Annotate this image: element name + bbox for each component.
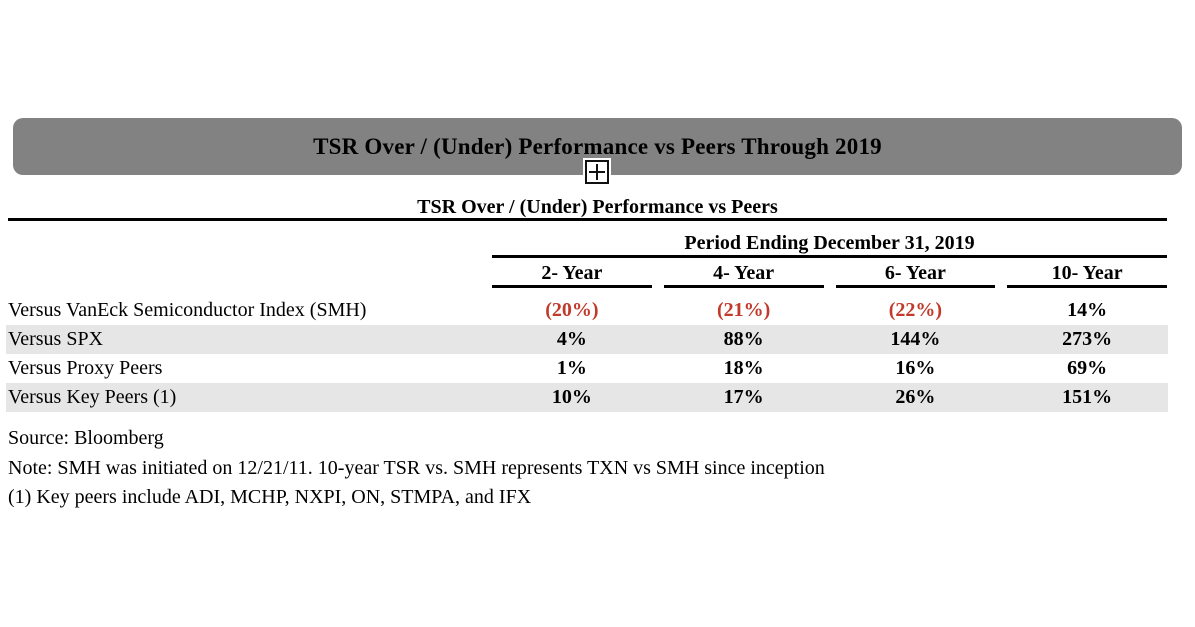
cell-value: 273% xyxy=(1062,328,1113,350)
cell-value: (21%) xyxy=(716,299,771,321)
row-label: Versus SPX xyxy=(8,328,104,350)
table-row: Versus VanEck Semiconductor Index (SMH) … xyxy=(6,296,1168,325)
cell-value: 69% xyxy=(1067,357,1108,379)
cell-value: 151% xyxy=(1062,386,1113,408)
cell-value: (20%) xyxy=(545,299,599,321)
cell-value: 17% xyxy=(723,386,764,408)
row-values: 4% 88% 144% 273% xyxy=(492,325,1167,354)
smh-note: Note: SMH was initiated on 12/21/11. 10-… xyxy=(8,456,825,479)
cell-value: 26% xyxy=(895,386,936,408)
cell-value: 16% xyxy=(895,357,936,379)
column-header-4-year: 4- Year xyxy=(663,261,824,288)
key-peers-note: (1) Key peers include ADI, MCHP, NXPI, O… xyxy=(8,486,532,508)
column-header-2-year: 2- Year xyxy=(492,261,652,288)
plus-vertical-bar xyxy=(596,164,598,180)
cell-value: 18% xyxy=(723,357,764,379)
row-values: (20%) (21%) (22%) 14% xyxy=(492,296,1167,325)
column-header-6-year: 6- Year xyxy=(835,261,996,288)
table-row: Versus Proxy Peers 1% 18% 16% 69% xyxy=(6,354,1168,383)
cell-value: (22%) xyxy=(888,299,943,321)
column-header-10-year: 10- Year xyxy=(1007,261,1167,288)
column-header-row: 2- Year 4- Year 6- Year 10- Year xyxy=(492,261,1167,288)
cell-value: 10% xyxy=(551,386,592,408)
source-note: Source: Bloomberg xyxy=(8,427,164,449)
row-label: Versus Key Peers (1) xyxy=(8,386,177,408)
row-values: 10% 17% 26% 151% xyxy=(492,383,1167,412)
row-values: 1% 18% 16% 69% xyxy=(492,354,1167,383)
expand-plus-icon[interactable] xyxy=(585,160,609,184)
row-label: Versus Proxy Peers xyxy=(8,357,163,379)
cell-value: 1% xyxy=(556,357,587,379)
cell-value: 88% xyxy=(723,328,764,350)
table-row: Versus Key Peers (1) 10% 17% 26% 151% xyxy=(6,383,1168,412)
table-title: TSR Over / (Under) Performance vs Peers xyxy=(417,196,778,218)
banner-title: TSR Over / (Under) Performance vs Peers … xyxy=(313,133,882,159)
footnotes: Source: Bloomberg Note: SMH was initiate… xyxy=(8,424,825,513)
cell-value: 144% xyxy=(890,328,941,350)
row-label: Versus VanEck Semiconductor Index (SMH) xyxy=(8,299,367,321)
table-row: Versus SPX 4% 88% 144% 273% xyxy=(6,325,1168,354)
table-title-rule xyxy=(8,218,1167,221)
cell-value: 14% xyxy=(1067,299,1108,321)
period-header: Period Ending December 31, 2019 xyxy=(684,232,975,254)
cell-value: 4% xyxy=(556,328,587,350)
period-header-rule xyxy=(492,255,1167,258)
